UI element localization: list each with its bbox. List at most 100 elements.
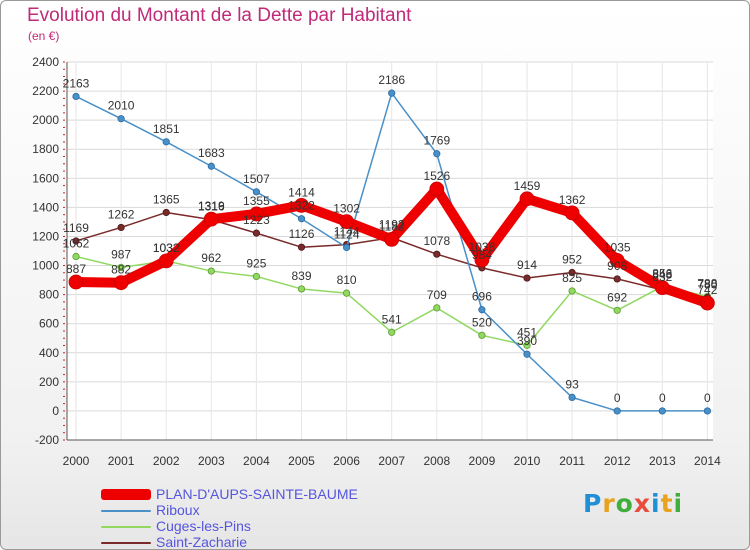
y-tick-label: 1600 (32, 171, 59, 185)
data-point-saint-zacharie (297, 243, 306, 251)
data-label-cuges-les-pins: 1062 (63, 237, 90, 251)
x-tick-label: 2006 (333, 454, 360, 468)
data-label-saint-zacharie: 914 (517, 258, 537, 272)
data-label-riboux: 1124 (334, 228, 360, 242)
logo-letter: i (651, 489, 661, 518)
data-point-cuges-les-pins (523, 341, 531, 349)
y-tick-label: 1200 (32, 229, 59, 243)
data-point-saint-zacharie (162, 208, 170, 217)
data-point-cuges-les-pins (72, 252, 80, 261)
data-point-riboux (568, 393, 576, 402)
data-label-cuges-les-pins: 541 (382, 312, 402, 326)
data-label-cuges-les-pins: 451 (517, 325, 537, 339)
data-label-plan-d-aups: 742 (697, 283, 717, 297)
data-point-cuges-les-pins (342, 289, 351, 297)
data-label-riboux: 390 (517, 334, 537, 348)
data-label-plan-d-aups: 848 (652, 268, 672, 282)
data-point-riboux (207, 162, 215, 170)
data-label-plan-d-aups: 1038 (469, 240, 496, 254)
data-label-saint-zacharie: 984 (472, 248, 492, 262)
data-point-cuges-les-pins (433, 304, 441, 312)
legend-swatch-riboux (101, 510, 151, 512)
y-tick-label: 200 (39, 375, 59, 389)
x-tick-label: 2011 (559, 454, 585, 468)
data-point-cuges-les-pins (297, 285, 306, 293)
data-point-saint-zacharie (523, 274, 531, 282)
y-tick-label: 600 (39, 317, 59, 331)
data-point-riboux (162, 138, 170, 146)
data-label-saint-zacharie: 1223 (243, 213, 270, 227)
data-label-plan-d-aups: 1302 (333, 202, 360, 216)
x-tick-label: 2007 (378, 454, 405, 468)
data-label-riboux: 2163 (63, 76, 90, 90)
data-point-riboux (433, 150, 441, 158)
data-label-riboux: 2010 (108, 99, 135, 113)
proxiti-logo: Proxiti (583, 489, 683, 518)
data-point-saint-zacharie (433, 250, 441, 258)
data-label-riboux: 0 (614, 391, 621, 405)
data-point-riboux (117, 115, 125, 123)
data-label-cuges-les-pins: 520 (472, 315, 492, 329)
logo-letter: P (583, 489, 603, 518)
x-tick-label: 2009 (469, 454, 496, 468)
x-tick-label: 2003 (198, 454, 225, 468)
data-label-cuges-les-pins: 788 (697, 276, 717, 290)
data-label-saint-zacharie: 952 (562, 253, 582, 267)
data-label-saint-zacharie: 832 (652, 270, 672, 284)
y-tick-label: 1400 (32, 200, 59, 214)
data-label-cuges-les-pins: 810 (337, 273, 357, 287)
x-tick-label: 2012 (604, 454, 631, 468)
data-label-plan-d-aups: 1182 (379, 219, 405, 233)
x-tick-label: 2010 (514, 454, 541, 468)
data-label-saint-zacharie: 1365 (153, 192, 180, 206)
x-tick-label: 2001 (108, 454, 135, 468)
data-point-cuges-les-pins (478, 331, 486, 339)
x-tick-label: 2002 (153, 454, 180, 468)
logo-letter: x (633, 489, 651, 518)
data-label-riboux: 1683 (198, 146, 225, 160)
y-tick-label: 1800 (32, 142, 59, 156)
data-point-riboux (388, 89, 396, 97)
data-label-saint-zacharie: 1144 (334, 225, 360, 239)
data-label-saint-zacharie: 1262 (108, 207, 135, 221)
data-label-riboux: 0 (659, 391, 666, 405)
data-point-riboux (342, 243, 351, 252)
data-label-cuges-les-pins: 856 (652, 266, 672, 280)
data-label-cuges-les-pins: 962 (201, 251, 221, 265)
data-label-plan-d-aups: 1362 (559, 193, 586, 207)
legend-swatch-cuges-les-pins (101, 526, 151, 528)
data-point-plan-d-aups (429, 181, 445, 197)
data-point-riboux (613, 407, 621, 415)
data-point-cuges-les-pins (207, 267, 215, 275)
legend-label-plan-d-aups: PLAN-D'AUPS-SAINTE-BAUME (156, 486, 358, 502)
data-label-saint-zacharie: 1126 (289, 227, 315, 241)
x-tick-label: 2008 (423, 454, 450, 468)
legend-label-saint-zacharie: Saint-Zacharie (156, 534, 248, 550)
data-label-plan-d-aups: 1035 (604, 240, 631, 254)
data-label-plan-d-aups: 887 (66, 262, 86, 276)
chart-title: Evolution du Montant de la Dette par Hab… (27, 5, 412, 26)
y-tick-label: 800 (39, 288, 59, 302)
data-point-saint-zacharie (72, 237, 80, 245)
legend-label-cuges-les-pins: Cuges-les-Pins (156, 518, 251, 534)
y-tick-label: 2200 (32, 84, 59, 98)
x-tick-label: 2013 (649, 454, 676, 468)
data-label-riboux: 1769 (423, 134, 450, 148)
legend-swatch-plan-d-aups (101, 489, 151, 500)
data-label-saint-zacharie: 1078 (423, 234, 450, 248)
x-tick-label: 2014 (694, 454, 721, 468)
data-label-riboux: 93 (565, 377, 579, 391)
data-label-plan-d-aups: 1319 (198, 199, 225, 213)
data-point-cuges-les-pins (568, 287, 576, 295)
chart-unit-label: (en €) (28, 29, 60, 43)
data-point-plan-d-aups (609, 253, 625, 268)
data-label-cuges-les-pins: 825 (562, 271, 582, 285)
data-point-saint-zacharie (117, 223, 125, 232)
data-point-plan-d-aups (68, 274, 84, 290)
data-label-cuges-les-pins: 925 (246, 256, 266, 270)
data-point-cuges-les-pins (613, 306, 621, 314)
data-point-plan-d-aups (384, 231, 400, 247)
data-point-plan-d-aups (339, 214, 355, 230)
